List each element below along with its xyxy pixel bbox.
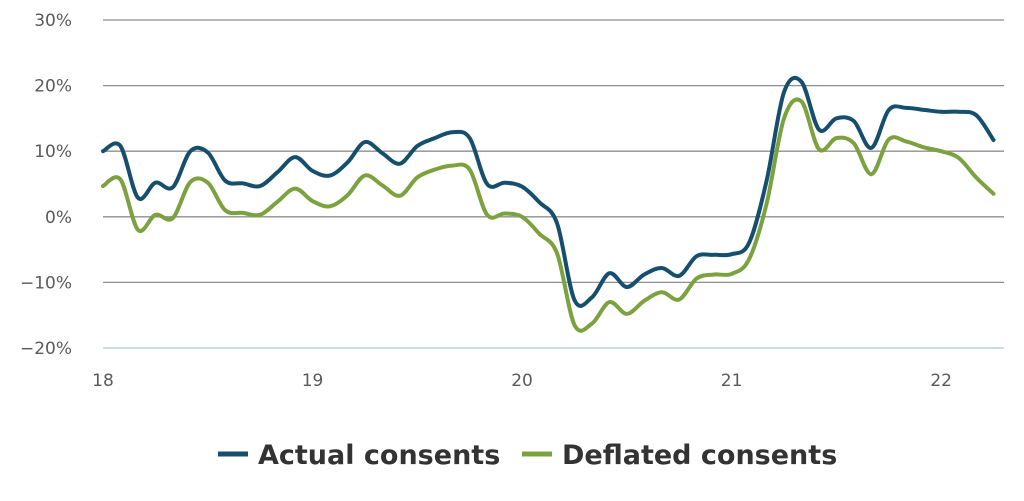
- y-tick-label: −20%: [20, 339, 72, 359]
- y-tick-label: 0%: [45, 208, 72, 228]
- y-tick-label: 10%: [34, 142, 72, 162]
- x-tick-label: 22: [930, 371, 952, 391]
- y-tick-label: 20%: [34, 77, 72, 97]
- x-tick-label: 20: [511, 371, 533, 391]
- x-axis-tick-labels: 18 19 20 21 22: [92, 371, 952, 391]
- series-line-deflated-consents: [101, 97, 996, 333]
- y-axis-tick-labels: 30% 20% 10% 0% −10% −20%: [20, 11, 72, 359]
- series-lines: [101, 75, 996, 333]
- series-line-actual-consents: [101, 75, 996, 308]
- legend-label-actual-consents: Actual consents: [258, 440, 500, 471]
- x-tick-label: 19: [302, 371, 324, 391]
- legend: Actual consents Deflated consents: [218, 440, 837, 471]
- y-tick-label: 30%: [34, 11, 72, 31]
- y-tick-label: −10%: [20, 273, 72, 293]
- x-tick-label: 18: [92, 371, 114, 391]
- x-tick-label: 21: [721, 371, 743, 391]
- legend-label-deflated-consents: Deflated consents: [562, 440, 837, 471]
